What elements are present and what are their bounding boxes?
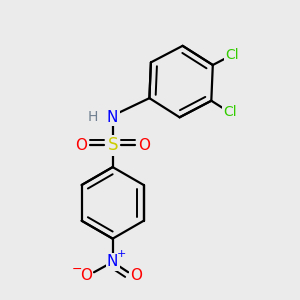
Text: O: O xyxy=(80,268,92,284)
Text: O: O xyxy=(138,138,150,153)
Text: Cl: Cl xyxy=(225,48,239,62)
Text: S: S xyxy=(107,136,118,154)
Text: −: − xyxy=(72,263,82,276)
Text: +: + xyxy=(117,249,126,259)
Text: O: O xyxy=(130,268,142,284)
Text: Cl: Cl xyxy=(223,105,236,119)
Text: N: N xyxy=(107,110,118,125)
Text: H: H xyxy=(87,110,98,124)
Text: O: O xyxy=(76,138,88,153)
Text: N: N xyxy=(107,254,118,269)
